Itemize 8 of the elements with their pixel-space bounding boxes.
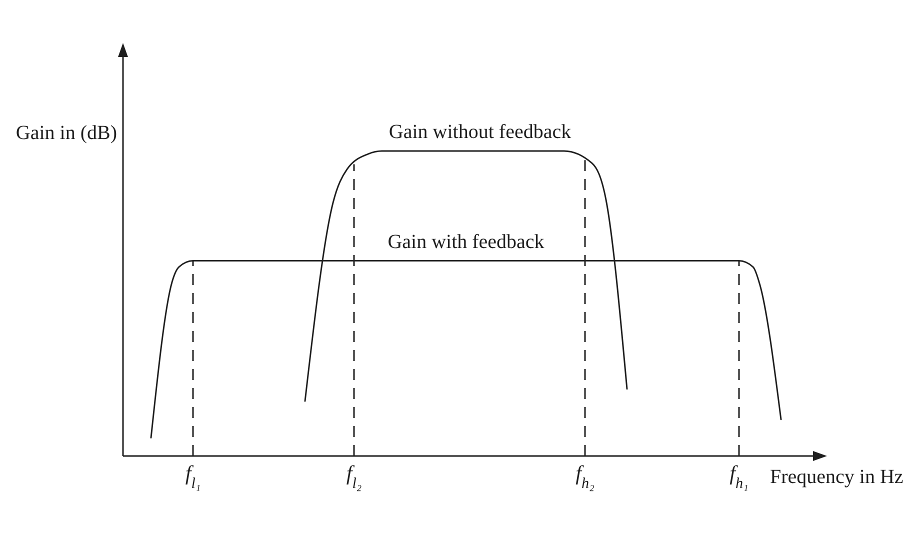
x-axis-title: Frequency in Hz: [770, 465, 904, 489]
series-label: Gain with feedback: [388, 230, 544, 254]
x-tick-label: f$_{h₁}$: [730, 461, 748, 492]
x-tick-label: f$_{l₂}$: [346, 461, 362, 492]
series-label: Gain without feedback: [388, 120, 572, 144]
x-tick-label: f$_{h₂}$: [576, 461, 594, 492]
x-tick-label: f$_{l₁}$: [185, 461, 201, 492]
y-axis-title: Gain in (dB): [14, 121, 117, 145]
